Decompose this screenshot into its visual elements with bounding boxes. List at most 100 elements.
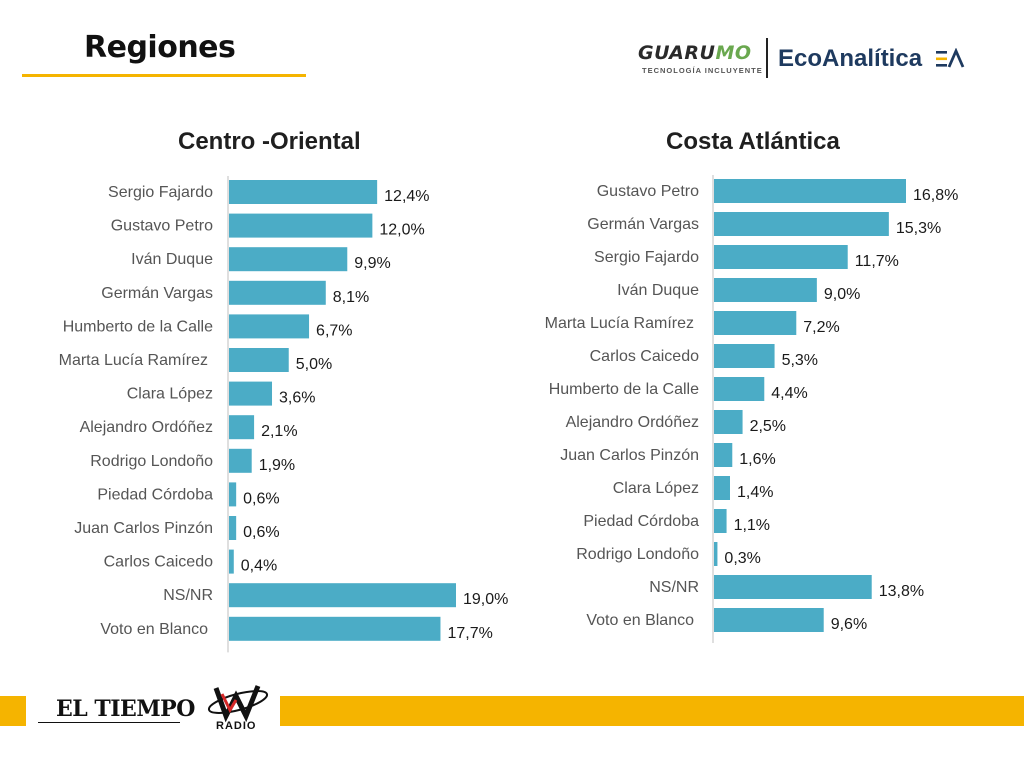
bar	[229, 583, 456, 608]
data-label: 0,6%	[243, 524, 279, 541]
data-label: 8,1%	[333, 289, 369, 306]
bar	[714, 245, 848, 269]
category-label: Piedad Córdoba	[583, 513, 699, 530]
data-label: 0,3%	[724, 550, 760, 567]
bar	[714, 476, 730, 500]
guarumo-logo: GUARUMO	[638, 42, 752, 64]
bar	[229, 448, 252, 473]
data-label: 12,4%	[384, 188, 429, 205]
category-label: Marta Lucía Ramírez	[59, 352, 208, 369]
bar	[229, 516, 237, 540]
category-label: Iván Duque	[617, 282, 699, 299]
bar	[229, 415, 255, 440]
category-label: Sergio Fajardo	[594, 249, 699, 266]
data-label: 0,4%	[241, 558, 277, 575]
chart-title: Centro -Oriental	[178, 128, 361, 155]
bar	[229, 549, 234, 574]
data-label: 1,6%	[739, 451, 775, 468]
data-label: 6,7%	[316, 322, 352, 339]
category-label: Marta Lucía Ramírez	[545, 315, 694, 332]
bar-chart-costa-atlantica: Gustavo Petro 16,8% Germán Vargas 15,3% Serg…	[545, 175, 958, 643]
category-label: Sergio Fajardo	[108, 184, 213, 201]
chart-centro-oriental: Centro -Oriental Sergio Fajardo 12,4% Gust…	[0, 120, 512, 660]
category-label: Gustavo Petro	[111, 218, 213, 235]
chart-costa-atlantica: Costa Atlántica Gustavo Petro 16,8% Germán…	[512, 120, 1024, 660]
category-label: Voto en Blanco	[586, 612, 694, 629]
category-label: Piedad Córdoba	[97, 486, 213, 503]
data-label: 2,1%	[261, 423, 297, 440]
bar	[229, 348, 289, 372]
data-label: 19,0%	[463, 591, 508, 608]
page-title: Regiones	[84, 30, 236, 65]
bar	[229, 381, 273, 406]
partner-logos: GUARUMO TECNOLOGÍA INCLUYENTE EcoAnalíti…	[630, 36, 970, 82]
data-label: 1,1%	[734, 517, 770, 534]
bar	[714, 509, 727, 533]
data-label: 4,4%	[771, 385, 807, 402]
category-label: Juan Carlos Pinzón	[74, 520, 213, 537]
bar	[229, 247, 348, 272]
ecoanalitica-logo: EcoAnalítica	[778, 45, 923, 72]
category-label: Alejandro Ordóñez	[566, 414, 699, 431]
bar	[714, 179, 906, 203]
bar	[714, 344, 775, 368]
data-label: 2,5%	[750, 418, 786, 435]
bar	[714, 311, 797, 335]
guarumo-logo-main: GUARU	[638, 42, 716, 64]
ea-mark-icon	[936, 48, 965, 68]
category-label: Carlos Caicedo	[104, 554, 213, 571]
data-label: 12,0%	[379, 222, 424, 239]
guarumo-tagline: TECNOLOGÍA INCLUYENTE	[642, 66, 763, 75]
data-label: 17,7%	[447, 625, 492, 642]
eltiempo-underline	[38, 722, 180, 723]
bar	[714, 608, 824, 632]
title-underline	[22, 74, 306, 77]
data-label: 5,0%	[296, 356, 332, 373]
data-label: 0,6%	[243, 490, 279, 507]
category-label: Iván Duque	[131, 251, 213, 268]
bar	[229, 314, 310, 339]
eltiempo-logo: EL TIEMPO	[56, 696, 195, 722]
data-label: 9,9%	[354, 255, 390, 272]
logo-divider	[766, 38, 768, 78]
data-label: 9,6%	[831, 616, 867, 633]
bar	[714, 575, 872, 599]
footer-band	[280, 696, 1024, 726]
category-label: Carlos Caicedo	[590, 348, 699, 365]
data-label: 3,6%	[279, 390, 315, 407]
data-label: 1,9%	[259, 457, 295, 474]
bar	[229, 482, 237, 507]
data-label: 13,8%	[879, 583, 924, 600]
category-label: Clara López	[127, 386, 213, 403]
category-label: Germán Vargas	[101, 285, 213, 302]
category-label: Germán Vargas	[587, 216, 699, 233]
category-label: Juan Carlos Pinzón	[560, 447, 699, 464]
category-label: Humberto de la Calle	[549, 381, 699, 398]
bar	[229, 616, 441, 641]
bar	[714, 443, 733, 467]
bar	[714, 212, 889, 236]
category-label: Rodrigo Londoño	[576, 546, 699, 563]
bar	[229, 180, 378, 204]
category-label: Rodrigo Londoño	[90, 453, 213, 470]
data-label: 15,3%	[896, 220, 941, 237]
data-label: 9,0%	[824, 286, 860, 303]
category-label: Gustavo Petro	[597, 183, 699, 200]
category-label: NS/NR	[649, 579, 699, 596]
category-label: Voto en Blanco	[100, 621, 208, 638]
chart-title: Costa Atlántica	[666, 128, 840, 155]
bar-chart-centro-oriental: Sergio Fajardo 12,4% Gustavo Petro 12,0% Ivá…	[59, 176, 508, 653]
wradio-logo-icon	[207, 685, 269, 723]
bar	[229, 213, 373, 238]
bar	[714, 542, 718, 566]
category-label: NS/NR	[163, 587, 213, 604]
data-label: 11,7%	[855, 253, 899, 270]
bar	[229, 280, 326, 305]
category-label: Alejandro Ordóñez	[80, 419, 213, 436]
bar	[714, 377, 765, 401]
data-label: 7,2%	[803, 319, 839, 336]
guarumo-logo-accent: MO	[715, 42, 752, 64]
bar	[714, 410, 743, 434]
wradio-logo-text: RADIO	[216, 720, 257, 732]
data-label: 5,3%	[782, 352, 818, 369]
